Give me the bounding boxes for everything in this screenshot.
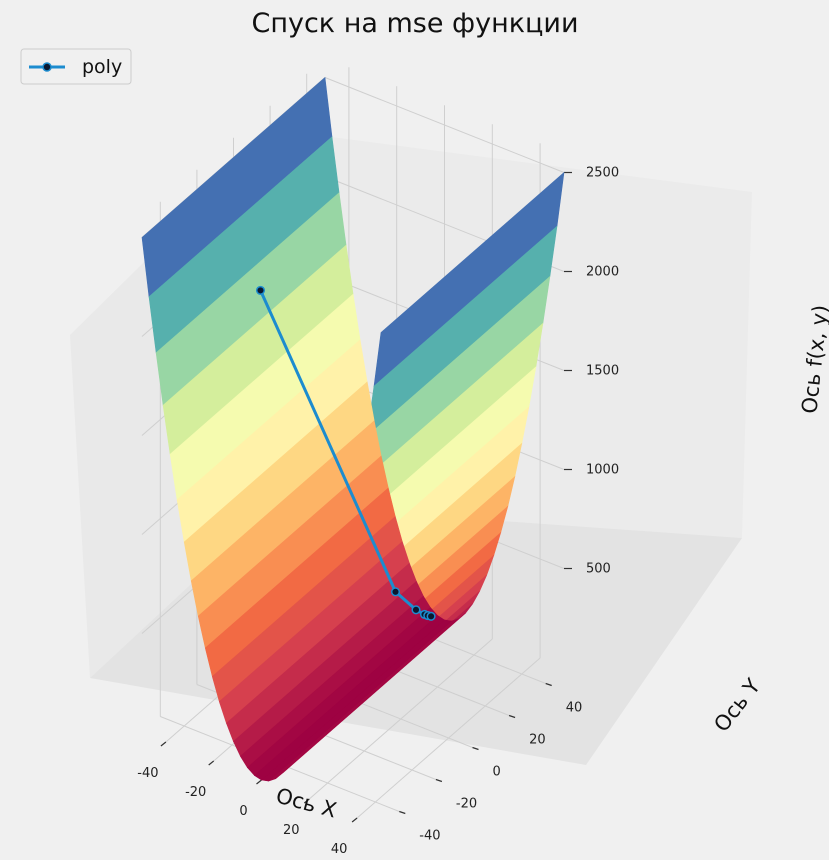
- tick-label: -40: [419, 829, 440, 844]
- tick-label: 40: [331, 842, 348, 857]
- tick-mark: [472, 746, 479, 751]
- tick-label: 2000: [586, 265, 619, 280]
- descent-path: [255, 285, 436, 621]
- tick-label: 2500: [586, 166, 619, 181]
- tick-label: -20: [456, 797, 477, 812]
- tick-label: -20: [185, 785, 206, 800]
- series-point: [426, 611, 436, 621]
- legend: poly: [20, 48, 132, 85]
- tick-mark: [399, 810, 406, 815]
- tick-label: 1500: [586, 364, 619, 379]
- tick-mark: [208, 760, 215, 766]
- surface-band: [254, 615, 445, 781]
- y-axis-label: Ось Y: [709, 674, 765, 736]
- legend-label: poly: [82, 56, 122, 78]
- legend-box: [20, 48, 132, 85]
- tick-label: 0: [239, 804, 247, 819]
- tick-mark: [508, 714, 516, 719]
- tick-mark: [435, 778, 443, 783]
- surface-plot: [141, 76, 565, 782]
- tick-label: 20: [529, 733, 546, 748]
- series-point: [411, 605, 421, 615]
- tick-label: 1000: [586, 463, 619, 478]
- series-point: [255, 285, 266, 295]
- series-point: [390, 587, 401, 597]
- z-axis-label: Ось f(x, y): [797, 304, 829, 415]
- tick-label: 500: [586, 562, 611, 577]
- tick-label: 20: [283, 823, 300, 838]
- tick-mark: [303, 798, 310, 804]
- tick-mark: [160, 741, 167, 747]
- tick-mark: [545, 682, 552, 687]
- grid-line: [324, 77, 565, 173]
- tick-label: 0: [493, 765, 501, 780]
- chart-title: Спуск на mse функции: [251, 8, 578, 39]
- tick-mark: [256, 779, 262, 785]
- x-axis-label: Ось X: [273, 783, 339, 822]
- tick-mark: [351, 817, 358, 823]
- tick-label: -40: [137, 766, 158, 781]
- tick-label: 40: [566, 701, 583, 716]
- axis-ticks: -40 -20 0 20 40 -40 -20 0 20 40 500 1000 1500 2000 250…: [137, 166, 619, 858]
- legend-marker: [42, 62, 52, 72]
